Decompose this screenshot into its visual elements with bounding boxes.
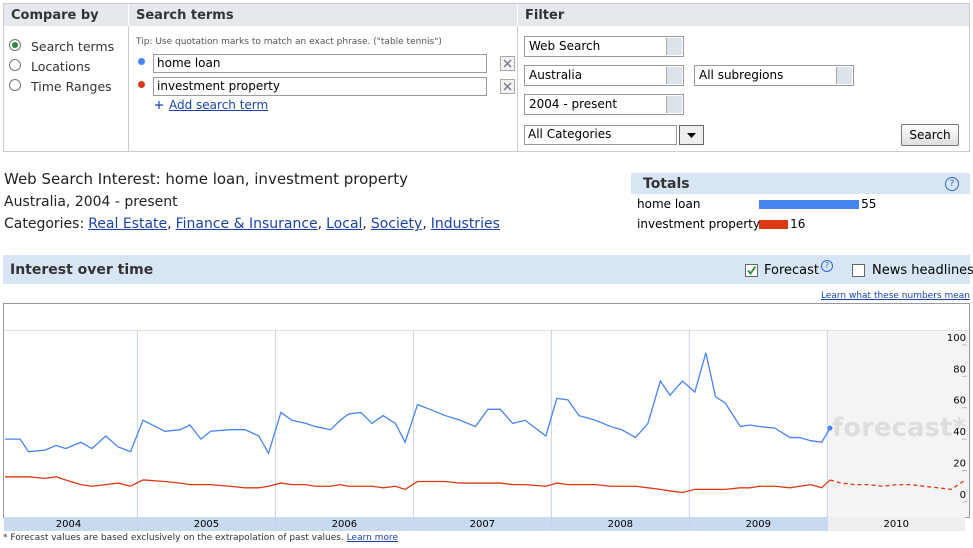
remove-button[interactable]: [500, 79, 515, 94]
footnote-link[interactable]: Learn more: [346, 533, 398, 543]
y-tick-label: 20: [953, 459, 966, 470]
y-tick-label: 100: [947, 333, 966, 344]
radio[interactable]: [9, 59, 21, 71]
category-link[interactable]: Society: [370, 216, 423, 232]
filter-header: Filter: [518, 4, 969, 26]
year-band: [137, 517, 276, 531]
term-input[interactable]: home loan: [153, 54, 487, 73]
term-dot: [138, 58, 145, 65]
interest-title: Interest over time: [10, 262, 154, 278]
term-input[interactable]: investment property: [153, 77, 487, 96]
search-type-select[interactable]: Web Search: [524, 36, 684, 57]
total-name: home loan: [637, 197, 701, 211]
category-dropdown[interactable]: [679, 125, 704, 145]
separator: ,: [167, 216, 172, 232]
category-input[interactable]: All Categories: [524, 125, 677, 145]
news-label: News headlines: [872, 263, 973, 278]
option-label: Locations: [31, 59, 91, 74]
divider: [128, 26, 129, 151]
option-label: Search terms: [31, 39, 115, 54]
end-point: [827, 425, 833, 431]
country-select[interactable]: Australia: [524, 65, 684, 86]
category-link[interactable]: Finance & Insurance: [175, 216, 318, 232]
tip: Tip: Use quotation marks to match an exa…: [136, 37, 442, 47]
category-link[interactable]: Local: [326, 216, 363, 232]
forecast-region: [827, 330, 969, 517]
year-band: [827, 517, 966, 531]
category-link[interactable]: Real Estate: [88, 216, 168, 232]
compare-header: Compare by: [4, 4, 128, 26]
series-line: [5, 476, 831, 494]
total-bar: [759, 220, 789, 229]
total-name: investment property: [637, 217, 760, 231]
categories-label: Categories:: [4, 216, 85, 232]
learn-link[interactable]: Learn what these numbers mean: [820, 291, 970, 301]
totals-title: Totals: [643, 176, 690, 192]
x-tick-label: 2009: [746, 519, 771, 530]
check-mark: [747, 265, 757, 275]
help-icon[interactable]: ?: [821, 260, 833, 272]
terms-header: Search terms: [129, 4, 517, 26]
y-tick-label: 60: [953, 396, 966, 407]
category-link[interactable]: Industries: [430, 216, 500, 232]
search-button[interactable]: Search: [901, 124, 959, 146]
summary-subtitle: Australia, 2004 - present: [4, 194, 178, 210]
total-value: 16: [790, 217, 806, 231]
year-band: [413, 517, 552, 531]
news-checkbox[interactable]: [852, 264, 865, 277]
x-tick-label: 2007: [470, 519, 495, 530]
series-line: [829, 479, 966, 491]
subregion-select[interactable]: All subregions: [694, 65, 854, 86]
divider: [517, 26, 518, 151]
separator: ,: [317, 216, 323, 232]
query-panel: [3, 3, 970, 152]
totals-header: [631, 173, 970, 194]
x-tick-label: 2006: [332, 519, 357, 530]
year-band: [689, 517, 828, 531]
interest-header: [3, 255, 970, 284]
y-tick-label: 40: [953, 427, 966, 438]
total-bar: [759, 200, 860, 209]
forecast-label: Forecast: [764, 263, 820, 278]
time-select[interactable]: 2004 - present: [524, 94, 684, 115]
remove-icon: [503, 82, 512, 91]
series-line: [5, 352, 831, 455]
radio[interactable]: [9, 79, 21, 91]
remove-button[interactable]: [500, 56, 515, 71]
summary-title: Web Search Interest: home loan, investme…: [4, 170, 408, 188]
year-band: [551, 517, 690, 531]
x-tick-label: 2005: [194, 519, 219, 530]
term-dot: [138, 81, 145, 88]
y-tick-label: 80: [953, 364, 966, 375]
x-tick-label: 2010: [884, 519, 909, 530]
footnote-text: * Forecast values are based exclusively …: [3, 533, 344, 543]
option-label: Time Ranges: [31, 79, 112, 94]
radio-dot: [12, 42, 18, 48]
help-icon[interactable]: ?: [945, 177, 959, 191]
forecast-checkbox[interactable]: [745, 264, 758, 277]
separator: ,: [422, 216, 427, 232]
y-tick-label: 0: [960, 490, 966, 501]
add-term-link[interactable]: Add search term: [169, 98, 269, 112]
radio[interactable]: [9, 39, 21, 51]
plus-icon: [155, 101, 163, 109]
x-tick-label: 2004: [56, 519, 81, 530]
year-band: [275, 517, 414, 531]
x-tick-label: 2008: [608, 519, 633, 530]
year-band: [4, 517, 138, 531]
footnote: * Forecast values are based exclusively …: [3, 533, 398, 543]
total-value: 55: [861, 197, 877, 211]
separator: ,: [362, 216, 367, 232]
remove-icon: [503, 59, 512, 68]
categories: Categories: Real Estate, Finance & Insuran…: [4, 216, 500, 232]
chart: forecast*2004 2005 2006 2007 2008 2009 2010020…: [3, 303, 970, 531]
forecast-watermark: forecast*: [832, 413, 966, 443]
